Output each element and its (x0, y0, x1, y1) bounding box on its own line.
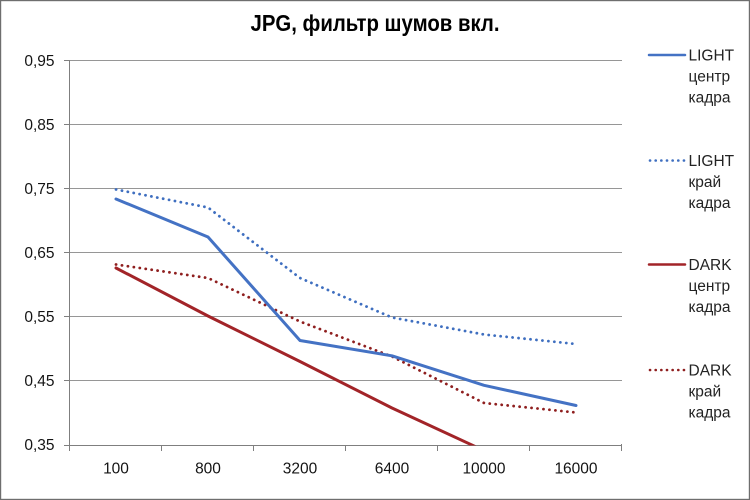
svg-text:LIGHT: LIGHT (689, 48, 735, 65)
svg-text:0,35: 0,35 (24, 437, 54, 454)
svg-text:0,75: 0,75 (24, 181, 54, 198)
svg-text:край: край (689, 174, 722, 191)
svg-text:кадра: кадра (689, 90, 731, 107)
svg-text:16000: 16000 (554, 461, 597, 478)
svg-text:центр: центр (689, 69, 731, 86)
svg-text:3200: 3200 (283, 461, 318, 478)
svg-text:кадра: кадра (689, 405, 731, 422)
svg-text:0,65: 0,65 (24, 245, 54, 262)
svg-text:кадра: кадра (689, 299, 731, 316)
svg-text:800: 800 (195, 461, 221, 478)
svg-text:0,55: 0,55 (24, 309, 54, 326)
svg-text:DARK: DARK (689, 257, 733, 274)
svg-text:0,45: 0,45 (24, 373, 54, 390)
svg-text:6400: 6400 (375, 461, 410, 478)
svg-text:край: край (689, 384, 722, 401)
svg-text:10000: 10000 (462, 461, 505, 478)
svg-text:кадра: кадра (689, 195, 731, 212)
svg-text:0,85: 0,85 (24, 117, 54, 134)
svg-text:100: 100 (103, 461, 129, 478)
svg-text:LIGHT: LIGHT (689, 153, 735, 170)
svg-text:0,95: 0,95 (24, 53, 54, 70)
svg-text:DARK: DARK (689, 363, 733, 380)
svg-text:JPG, фильтр шумов вкл.: JPG, фильтр шумов вкл. (251, 10, 500, 36)
svg-text:центр: центр (689, 278, 731, 295)
